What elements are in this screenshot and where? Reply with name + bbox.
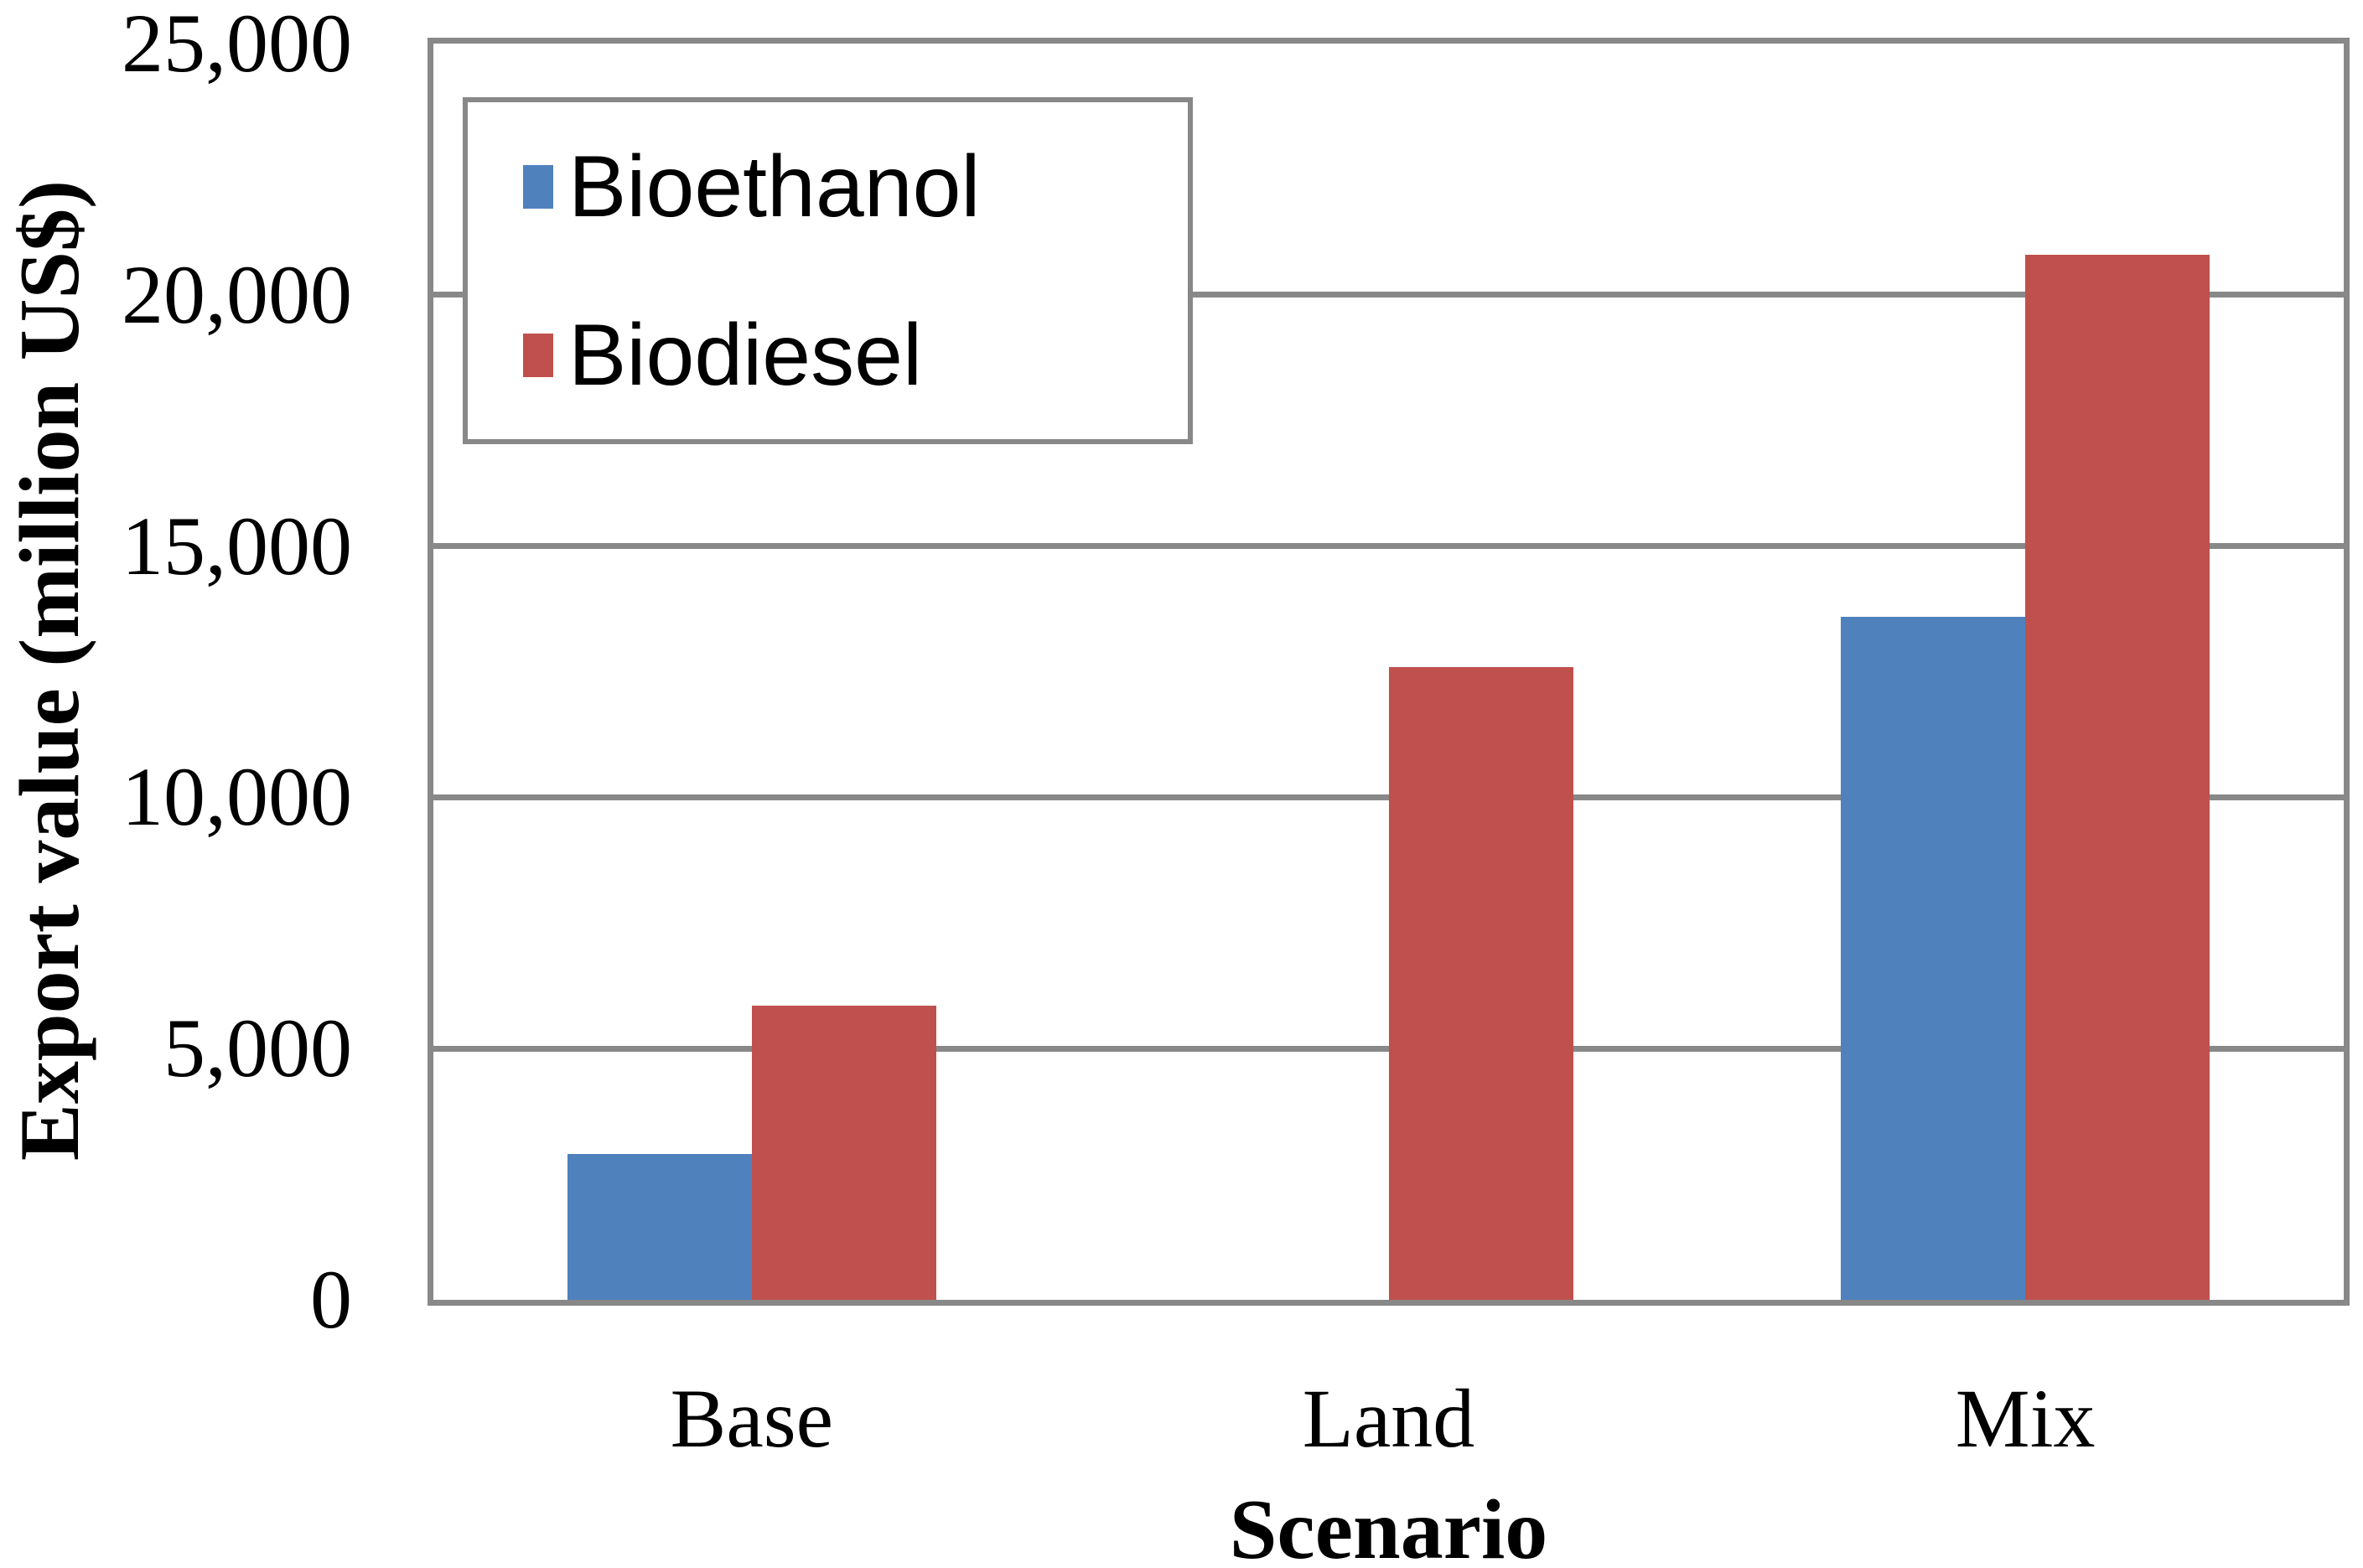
bar-base-bioethanol [567, 1154, 752, 1300]
x-category-label-mix: Mix [1955, 1372, 2096, 1465]
bar-land-biodiesel [1388, 666, 1573, 1300]
gridline [433, 543, 2344, 550]
legend-label: Biodiesel [568, 306, 923, 404]
gridline [433, 292, 2344, 298]
bar-mix-bioethanol [1841, 616, 2026, 1300]
y-tick-label: 20,000 [122, 247, 352, 341]
x-category-label-base: Base [670, 1372, 834, 1465]
y-tick-label: 25,000 [122, 0, 352, 90]
legend-item-biodiesel: Biodiesel [523, 312, 1188, 399]
y-tick-label: 5,000 [163, 1001, 352, 1095]
plot-area [428, 38, 2350, 1306]
y-tick-label: 0 [310, 1253, 352, 1346]
y-tick-label: 15,000 [122, 499, 352, 593]
legend-item-bioethanol: Bioethanol [523, 143, 1188, 230]
legend-swatch-bioethanol [523, 164, 553, 209]
bar-mix-biodiesel [2025, 254, 2210, 1300]
y-tick-label: 10,000 [122, 750, 352, 844]
legend-swatch-biodiesel [523, 333, 553, 377]
legend-label: Bioethanol [568, 137, 981, 235]
legend: Bioethanol Biodiesel [463, 97, 1193, 444]
x-category-label-land: Land [1302, 1372, 1475, 1465]
bar-base-biodiesel [751, 1006, 936, 1300]
x-axis-title: Scenario [1229, 1483, 1548, 1568]
